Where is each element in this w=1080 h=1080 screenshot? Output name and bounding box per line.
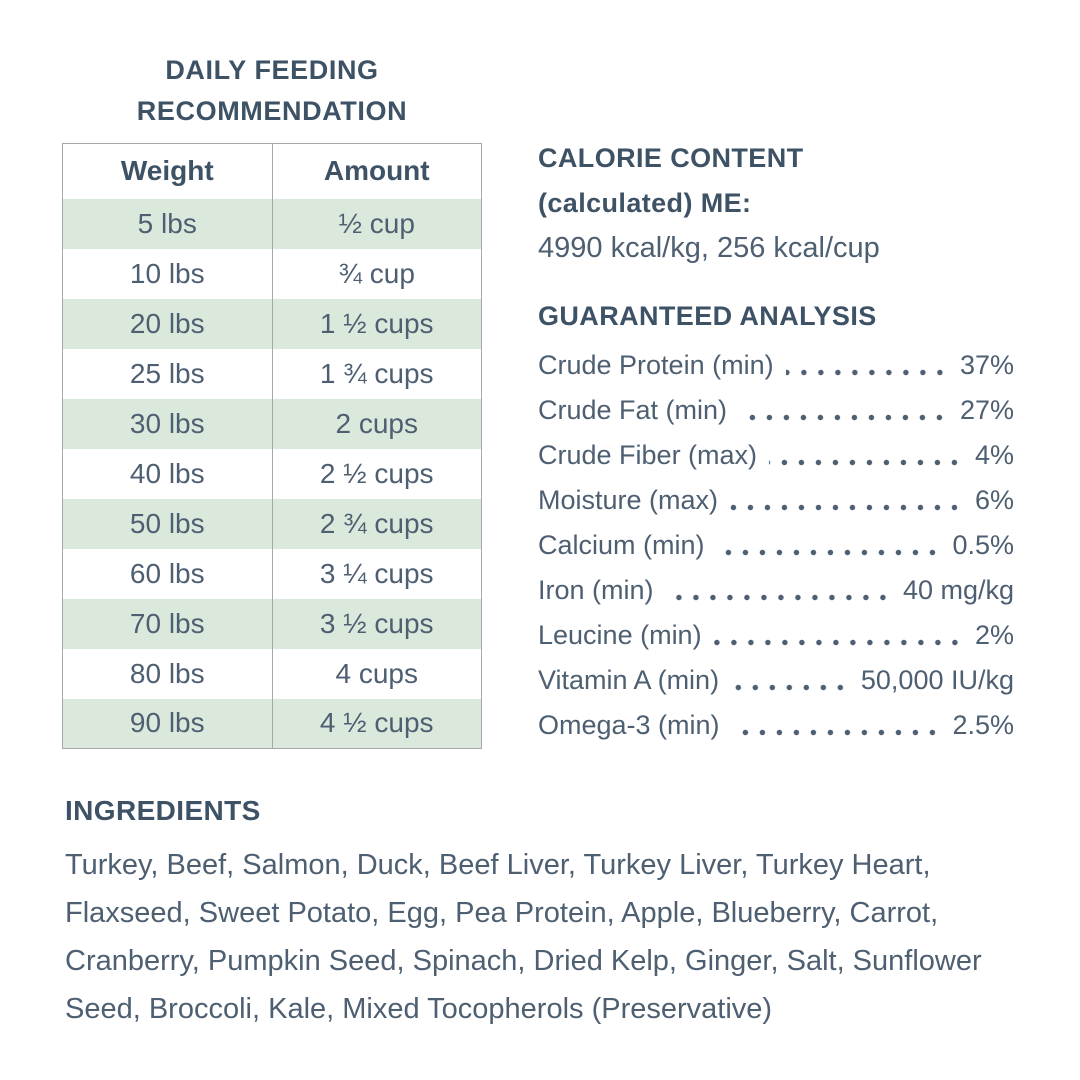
analysis-value: 6% [974,485,1014,515]
amount-cell: 4 ½ cups [271,698,482,749]
analysis-label: Moisture (max) [538,485,719,515]
weight-cell: 25 lbs [129,357,205,389]
table-row: 90 lbs 4 ½ cups [62,698,482,749]
dot-leader [769,459,963,466]
dot-leader [731,729,941,736]
analysis-row: Crude Protein (min) 37% [538,343,1014,388]
dot-leader [730,504,963,511]
table-row: 30 lbs 2 cups [62,398,482,449]
analysis-label: Leucine (min) [538,620,702,650]
dot-leader [785,369,948,376]
table-row: 60 lbs 3 ¼ cups [63,548,482,599]
amount-cell: 3 ½ cups [271,598,482,649]
dot-leader [713,639,963,646]
analysis-value: 50,000 IU/kg [860,665,1014,695]
analysis-row: Crude Fat (min) 27% [538,388,1014,433]
analysis-row: Moisture (max) 6% [538,478,1014,523]
analysis-label: Omega-3 (min) [538,710,720,740]
analysis-row: Iron (min) 40 mg/kg [538,568,1014,613]
guaranteed-analysis-rows: Crude Protein (min) 37% Crude Fat (min) … [538,343,1014,748]
calorie-content-value: 4990 kcal/kg, 256 kcal/cup [538,232,880,264]
weight-cell: 5 lbs [62,198,272,249]
amount-cell: ½ cup [271,198,482,249]
analysis-row: Vitamin A (min) 50,000 IU/kg [538,658,1014,703]
right-column: CALORIE CONTENT (calculated) ME: 4990 kc… [538,136,1014,748]
amount-cell: 3 ¼ cups [271,548,482,599]
analysis-value: 27% [959,395,1014,425]
weight-cell: 20 lbs [62,298,272,349]
weight-cell: 70 lbs [62,598,272,649]
guaranteed-analysis-heading: GUARANTEED ANALYSIS [538,301,877,331]
analysis-value: 2.5% [952,710,1014,740]
calorie-content-section: CALORIE CONTENT (calculated) ME: 4990 kc… [538,136,1014,270]
amount-cell: ¾ cup [271,248,482,299]
amount-column-header: Amount [271,143,482,199]
guaranteed-analysis-section: GUARANTEED ANALYSIS Crude Protein (min) … [538,294,1014,748]
calorie-content-heading-line1: CALORIE CONTENT [538,143,804,173]
analysis-label: Crude Fat (min) [538,395,728,425]
weight-column-header: Weight [62,143,272,199]
amount-cell: 2 ½ cups [271,448,482,499]
ingredients-heading: INGREDIENTS [65,795,261,826]
analysis-label: Crude Protein (min) [538,350,774,380]
table-row: 50 lbs 2 ¾ cups [62,498,482,549]
analysis-value: 0.5% [952,530,1014,560]
analysis-row: Leucine (min) 2% [538,613,1014,658]
weight-cell: 30 lbs [62,398,272,449]
dot-leader [716,549,941,556]
analysis-value: 4% [974,440,1014,470]
analysis-row: Calcium (min) 0.5% [538,523,1014,568]
ingredients-section: INGREDIENTS Turkey, Beef, Salmon, Duck, … [65,795,1017,1033]
analysis-value: 37% [959,350,1014,380]
analysis-label: Vitamin A (min) [538,665,720,695]
dot-leader [665,594,891,601]
calorie-content-heading-line2: (calculated) ME: [538,188,752,218]
amount-cell: 2 ¾ cups [271,498,482,549]
table-row: 25 lbs 1 ¾ cups [63,348,482,399]
amount-cell: 4 cups [271,648,482,699]
table-row: 10 lbs ¾ cup [63,248,482,299]
table-row: 80 lbs 4 cups [63,648,482,699]
analysis-label: Calcium (min) [538,530,705,560]
feeding-recommendation-title: DAILY FEEDING RECOMMENDATION [136,55,408,126]
table-row: 40 lbs 2 ½ cups [63,448,482,499]
weight-cell: 50 lbs [62,498,272,549]
weight-cell: 10 lbs [129,257,205,289]
analysis-value: 40 mg/kg [902,575,1014,605]
weight-cell: 40 lbs [129,457,205,489]
analysis-label: Crude Fiber (max) [538,440,758,470]
amount-cell: 1 ½ cups [271,298,482,349]
analysis-value: 2% [974,620,1014,650]
amount-cell: 2 cups [271,398,482,449]
weight-cell: 80 lbs [129,657,205,689]
weight-cell: 60 lbs [129,557,205,589]
feeding-table: Weight Amount 5 lbs ½ cup 10 lbs ¾ cup 2… [62,143,482,749]
table-row: 20 lbs 1 ½ cups [62,298,482,349]
weight-cell: 90 lbs [62,698,272,749]
table-header-row: Weight Amount [62,143,482,199]
amount-cell: 1 ¾ cups [271,348,482,399]
analysis-row: Omega-3 (min) 2.5% [538,703,1014,748]
analysis-label: Iron (min) [538,575,654,605]
dot-leader [739,414,948,421]
analysis-row: Crude Fiber (max) 4% [538,433,1014,478]
table-row: 5 lbs ½ cup [62,198,482,249]
dot-leader [731,684,849,691]
ingredients-list: Turkey, Beef, Salmon, Duck, Beef Liver, … [65,849,982,1025]
table-row: 70 lbs 3 ½ cups [62,598,482,649]
